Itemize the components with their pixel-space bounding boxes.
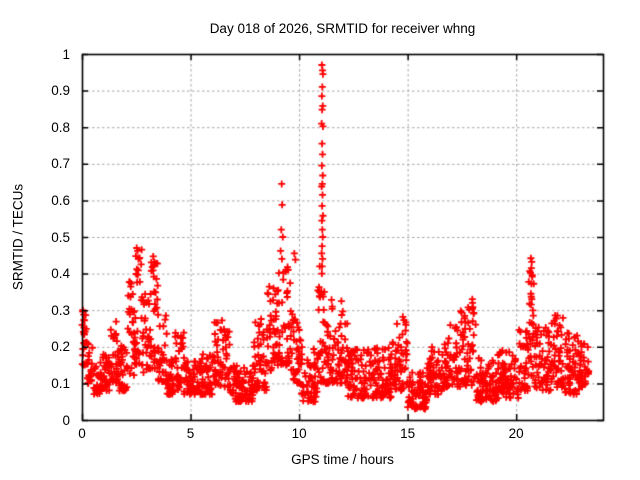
y-tick-label: 0.9 [51,83,70,99]
y-tick-label: 0.2 [51,339,70,355]
y-tick-label: 0 [62,412,70,428]
x-tick-label: 20 [508,426,524,441]
x-axis-label: GPS time / hours [291,452,394,467]
y-tick-label: 1 [62,46,70,62]
chart-title: Day 018 of 2026, SRMTID for receiver whn… [209,21,476,36]
y-tick-label: 0.8 [51,119,70,135]
y-tick-label: 0.7 [51,156,70,172]
x-tick-label: 15 [400,426,416,441]
y-tick-label: 0.4 [51,266,70,282]
y-tick-label: 0.1 [51,375,70,391]
y-tick-label: 0.5 [51,229,70,245]
x-tick-label: 10 [291,426,307,441]
y-tick-label: 0.3 [51,302,70,318]
x-tick-label: 5 [186,426,195,441]
x-tick-label: 0 [78,426,86,441]
y-tick-label: 0.6 [51,192,70,208]
